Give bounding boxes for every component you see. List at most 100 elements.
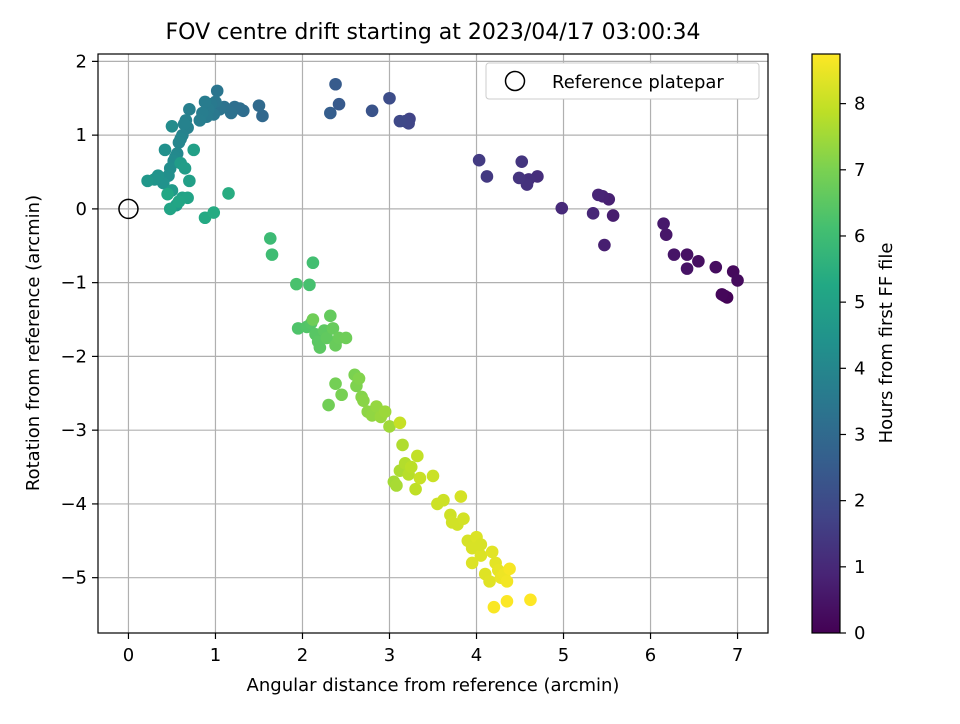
data-point <box>207 206 221 219</box>
data-point <box>592 188 605 202</box>
data-point <box>222 187 235 200</box>
y-tick-label: 0 <box>76 199 87 220</box>
data-point <box>657 217 670 230</box>
y-axis-label: Rotation from reference (arcmin) <box>23 195 44 491</box>
data-point <box>329 77 342 91</box>
data-point <box>437 493 450 507</box>
data-point <box>163 202 177 216</box>
colorbar-tick-label: 4 <box>854 358 865 379</box>
x-tick-label: 3 <box>384 645 395 666</box>
data-point <box>515 155 529 168</box>
data-point <box>290 277 303 291</box>
data-point <box>454 490 468 503</box>
data-point <box>411 449 424 463</box>
x-axis-label: Angular distance from reference (arcmin) <box>247 675 620 696</box>
data-point <box>210 84 224 98</box>
colorbar-tick-label: 7 <box>854 160 865 181</box>
colorbar-tick-label: 8 <box>854 94 865 115</box>
data-point <box>485 545 499 559</box>
data-point <box>378 405 392 419</box>
data-point <box>141 174 154 188</box>
data-point <box>500 594 514 608</box>
data-point <box>692 254 705 268</box>
legend: Reference platepar <box>485 62 760 100</box>
data-point <box>659 228 673 242</box>
data-point <box>709 260 723 274</box>
data-point <box>480 170 494 183</box>
data-point <box>474 538 488 551</box>
data-point <box>322 398 335 412</box>
data-point <box>667 248 681 261</box>
y-tick-label: 1 <box>76 125 87 146</box>
data-point <box>393 416 407 430</box>
colorbar-tick-label: 3 <box>854 424 865 445</box>
x-tick-label: 2 <box>297 645 308 666</box>
colorbar-frame <box>811 53 841 634</box>
y-tick-label: 2 <box>76 51 87 72</box>
data-point <box>383 91 396 105</box>
data-point <box>598 238 611 252</box>
legend-box <box>485 62 760 100</box>
chart-title: FOV centre drift starting at 2023/04/17 … <box>166 20 701 45</box>
grid-layer <box>98 54 768 633</box>
legend-marker-reference <box>504 70 526 92</box>
data-point <box>483 575 496 588</box>
data-point <box>426 469 440 483</box>
data-point <box>332 97 346 111</box>
data-point <box>472 153 486 167</box>
data-point <box>680 248 694 261</box>
data-point <box>413 471 427 485</box>
data-point <box>474 549 488 562</box>
data-point <box>178 162 192 175</box>
colorbar-tick-label: 0 <box>854 623 865 644</box>
y-tick-label: −3 <box>60 420 87 441</box>
reference-marker <box>118 198 139 220</box>
data-point <box>586 207 600 220</box>
data-point <box>357 394 370 407</box>
data-point <box>161 187 174 201</box>
data-point <box>512 171 526 185</box>
colorbar-tick-label: 5 <box>854 292 865 313</box>
data-point <box>172 195 186 208</box>
data-point <box>313 341 327 354</box>
x-tick-label: 5 <box>558 645 569 666</box>
data-point <box>503 562 516 576</box>
ticks-layer: 0 1 2 3 4 5 6 7 2 1 0 −1 −2 −3 −4 −5 <box>60 51 743 666</box>
x-tick-label: 6 <box>645 645 656 666</box>
colorbar-tick-label: 6 <box>854 226 865 247</box>
y-tick-label: −5 <box>60 568 87 589</box>
x-tick-label: 1 <box>210 645 221 666</box>
data-point <box>326 322 340 335</box>
data-point <box>352 372 366 385</box>
y-tick-label: −4 <box>60 494 87 515</box>
legend-label-reference: Reference platepar <box>552 72 724 93</box>
data-point <box>165 119 179 133</box>
data-point <box>265 248 279 261</box>
data-point <box>365 104 379 118</box>
data-point <box>177 117 191 131</box>
data-point <box>329 377 342 390</box>
data-point <box>524 593 537 607</box>
data-point <box>306 313 320 326</box>
data-point <box>339 331 353 345</box>
data-point <box>158 143 172 157</box>
data-point <box>465 556 479 570</box>
plot-frame <box>97 53 769 634</box>
data-point <box>324 106 337 120</box>
data-point <box>555 201 569 215</box>
data-point <box>335 388 348 402</box>
colorbar-tick-label: 1 <box>854 557 865 578</box>
data-point <box>383 420 396 433</box>
data-point <box>183 174 196 188</box>
data-point <box>252 99 266 112</box>
data-point <box>409 482 422 496</box>
colorbar-tick-label: 2 <box>854 491 865 512</box>
data-point <box>715 288 729 301</box>
data-point <box>172 136 186 149</box>
y-tick-label: −2 <box>60 346 87 367</box>
x-tick-label: 4 <box>471 645 482 666</box>
x-tick-label: 0 <box>123 645 134 666</box>
data-point <box>606 209 620 222</box>
data-point <box>187 143 201 157</box>
